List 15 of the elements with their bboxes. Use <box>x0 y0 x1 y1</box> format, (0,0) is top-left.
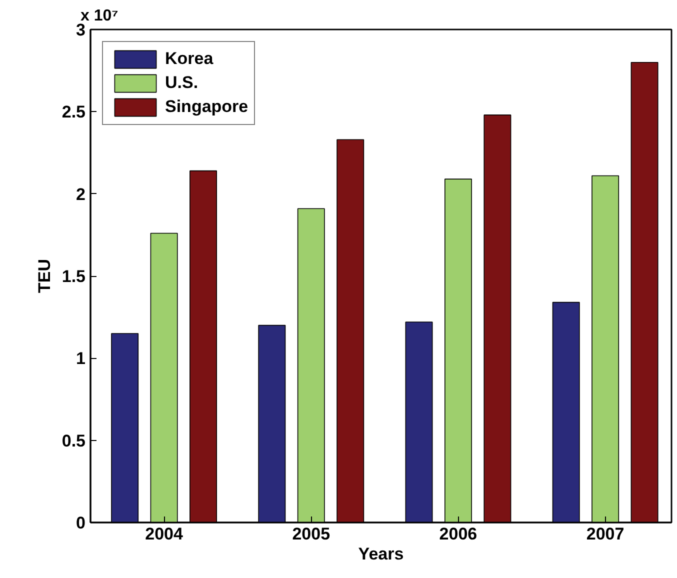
legend-label: Korea <box>165 49 214 69</box>
x-tick-label: 2004 <box>145 524 184 544</box>
y-tick-label: 1.5 <box>62 267 86 286</box>
x-tick-label: 2007 <box>586 524 624 544</box>
x-tick-label: 2006 <box>439 524 478 544</box>
y-tick-label: 0 <box>76 514 86 532</box>
y-tick-label: 1 <box>76 349 86 368</box>
y-tick-label: 0.5 <box>62 431 86 450</box>
legend-label: U.S. <box>165 73 198 93</box>
x-tick-label: 2005 <box>292 524 330 544</box>
legend-label: Singapore <box>165 97 248 117</box>
y-tick-label: 2.5 <box>62 102 86 122</box>
y-tick-label: 2 <box>76 184 86 204</box>
x-axis-title: Years <box>358 544 404 564</box>
y-axis-title: TEU <box>34 259 54 293</box>
